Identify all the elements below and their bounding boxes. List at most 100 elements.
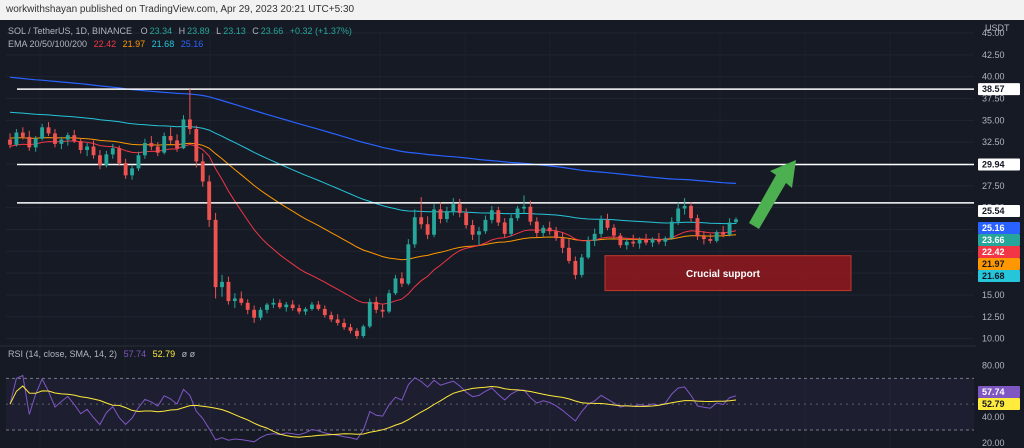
candle-body (316, 304, 321, 309)
price-tick-label: 40.00 (982, 72, 1005, 82)
price-tick-label: 27.50 (982, 181, 1005, 191)
price-tag-bg (978, 258, 1020, 270)
candle (367, 298, 372, 329)
candle (78, 137, 83, 154)
price-tag-bg (978, 158, 1020, 171)
candle-body (194, 129, 199, 162)
candle-body (136, 155, 141, 169)
price-tag: 38.57 (982, 84, 1005, 94)
candle (232, 293, 237, 309)
candle-body (489, 210, 494, 220)
candle (586, 236, 591, 260)
candle (605, 213, 610, 231)
candle-body (522, 206, 526, 209)
axis-unit-label: USDT (985, 23, 1010, 33)
candle (380, 304, 385, 318)
candle-body (734, 219, 738, 223)
candle-body (374, 301, 379, 310)
candle-body (592, 233, 597, 241)
candle-body (59, 139, 64, 144)
price-tag: 21.97 (982, 259, 1005, 269)
open-value: 23.34 (149, 26, 173, 36)
candle-body (232, 298, 237, 302)
rsi-line (9, 374, 737, 443)
candle-body (130, 168, 134, 176)
candle-body (252, 309, 257, 318)
rsi-sma-legend-value: 52.79 (152, 349, 176, 359)
candle (708, 233, 713, 244)
candle-body (676, 208, 681, 222)
candle (290, 300, 295, 311)
candle-body (451, 204, 456, 212)
ema100-value: 21.68 (151, 39, 175, 49)
candle-body (91, 146, 96, 156)
candle-body (547, 227, 552, 232)
open-label: O (140, 26, 148, 36)
candle (592, 228, 597, 247)
ema20-line (9, 140, 737, 305)
ema-legend: EMA 20/50/100/200 22.42 21.97 21.68 25.1… (8, 39, 203, 49)
candle-body (207, 181, 212, 220)
price-tick-label: 42.50 (982, 50, 1005, 60)
candle-body (567, 247, 571, 261)
candle-body (265, 304, 269, 310)
candle (130, 164, 134, 180)
candle-body (149, 143, 154, 147)
candle (329, 311, 334, 323)
candle-body (271, 302, 276, 305)
candle-body (464, 212, 469, 226)
candle (612, 224, 616, 239)
candle-body (117, 148, 122, 164)
candle-body (162, 136, 167, 153)
candle-body (20, 132, 25, 137)
candle-body (541, 227, 546, 233)
ema50-line (9, 137, 737, 261)
low-value: 23.13 (223, 26, 246, 36)
candle (355, 328, 359, 339)
candle-body (78, 141, 83, 151)
candle (509, 214, 514, 237)
candle (149, 136, 154, 151)
candle (310, 301, 314, 311)
price-tag-bg (978, 83, 1020, 96)
price-tick-label: 37.50 (982, 93, 1005, 103)
candle-body (419, 217, 424, 225)
candle-body (104, 154, 109, 165)
candle-body (560, 238, 565, 248)
rsi-tag-bg (978, 398, 1020, 410)
candle (245, 299, 250, 315)
symbol-title: SOL / TetherUS, 1D, BINANCE (8, 26, 133, 36)
candle (98, 150, 102, 170)
rsi-extra: ø ø (181, 349, 196, 359)
candle-body (14, 132, 19, 145)
candle (136, 151, 141, 171)
candle-body (367, 301, 372, 327)
rsi-pane (6, 374, 974, 443)
candle-body (496, 210, 501, 223)
price-axis: 10.0012.5015.0017.5020.0022.5025.0027.50… (976, 20, 1024, 448)
price-tick-label: 32.50 (982, 137, 1005, 147)
candle (399, 272, 404, 288)
candle (496, 206, 501, 226)
candle (457, 198, 462, 218)
candle-body (297, 308, 302, 312)
candle-body (46, 127, 51, 134)
candle (637, 237, 642, 249)
up-arrow-annotation (749, 160, 796, 229)
candle (444, 206, 449, 223)
candle-body (239, 298, 244, 303)
candle (560, 232, 565, 254)
candle (727, 218, 732, 237)
candle-body (65, 135, 70, 140)
candle (194, 125, 199, 168)
candle (316, 301, 321, 311)
candle-body (85, 146, 90, 151)
price-tag: 23.66 (982, 235, 1005, 245)
candle (335, 314, 340, 326)
candle-body (187, 119, 192, 130)
price-chart[interactable]: Crucial support 10.0012.5015.0017.5020.0… (0, 20, 1024, 448)
candle-body (663, 238, 668, 242)
candle (117, 145, 122, 166)
rsi-legend-value: 57.74 (123, 349, 147, 359)
candle (265, 302, 269, 314)
